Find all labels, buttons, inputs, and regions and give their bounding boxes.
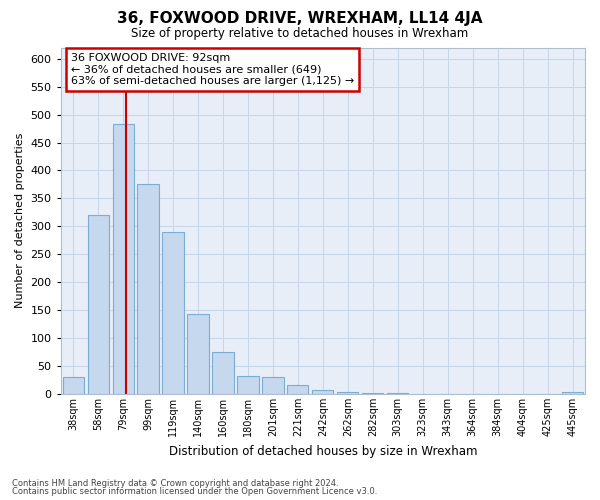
Bar xyxy=(137,184,159,394)
Bar xyxy=(187,314,209,394)
Bar xyxy=(238,376,259,394)
Text: Contains public sector information licensed under the Open Government Licence v3: Contains public sector information licen… xyxy=(12,486,377,496)
Text: Size of property relative to detached houses in Wrexham: Size of property relative to detached ho… xyxy=(131,28,469,40)
X-axis label: Distribution of detached houses by size in Wrexham: Distribution of detached houses by size … xyxy=(169,444,477,458)
Bar xyxy=(287,384,308,394)
Text: 36 FOXWOOD DRIVE: 92sqm
← 36% of detached houses are smaller (649)
63% of semi-d: 36 FOXWOOD DRIVE: 92sqm ← 36% of detache… xyxy=(71,52,355,86)
Bar xyxy=(337,392,358,394)
Bar xyxy=(62,376,84,394)
Text: 36, FOXWOOD DRIVE, WREXHAM, LL14 4JA: 36, FOXWOOD DRIVE, WREXHAM, LL14 4JA xyxy=(117,11,483,26)
Bar xyxy=(88,215,109,394)
Y-axis label: Number of detached properties: Number of detached properties xyxy=(15,133,25,308)
Bar xyxy=(113,124,134,394)
Bar xyxy=(562,392,583,394)
Bar xyxy=(312,390,334,394)
Bar xyxy=(262,377,284,394)
Bar xyxy=(163,232,184,394)
Bar xyxy=(362,393,383,394)
Text: Contains HM Land Registry data © Crown copyright and database right 2024.: Contains HM Land Registry data © Crown c… xyxy=(12,479,338,488)
Bar xyxy=(212,352,233,394)
